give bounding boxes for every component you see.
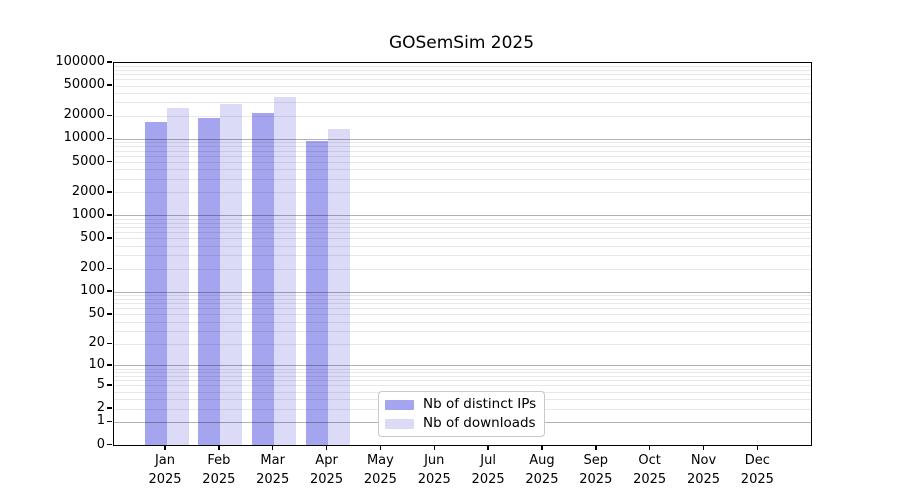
x-tick-label-dec: Dec 2025 <box>740 453 774 487</box>
y-tick-label-1000: 1000 <box>71 206 105 222</box>
y-tick-mark-1000 <box>107 214 112 216</box>
legend: Nb of distinct IPs Nb of downloads <box>378 391 545 437</box>
y-tick-label-20: 20 <box>88 335 105 351</box>
legend-swatch-downloads <box>385 418 414 429</box>
y-tick-mark-50000 <box>107 84 112 86</box>
y-tick-mark-10 <box>107 364 112 366</box>
x-tick-mark-sep <box>595 445 597 450</box>
chart-title: GOSemSim 2025 <box>388 33 535 53</box>
x-tick-label-apr: Apr 2025 <box>310 453 344 487</box>
y-tick-mark-2 <box>107 407 112 409</box>
y-tick-mark-50 <box>107 313 112 315</box>
y-tick-mark-1 <box>107 420 112 423</box>
bar-downloads-mar <box>274 96 297 446</box>
y-tick-label-200: 200 <box>80 260 105 276</box>
bar-distinct-ips-feb <box>198 117 221 446</box>
plot-area <box>113 62 812 446</box>
x-tick-mark-jul <box>487 445 489 450</box>
y-tick-mark-500 <box>107 237 112 239</box>
y-tick-mark-2000 <box>107 191 112 193</box>
legend-label-downloads: Nb of downloads <box>423 415 536 431</box>
bar-distinct-ips-mar <box>252 112 275 446</box>
y-tick-mark-200 <box>107 267 112 270</box>
y-tick-label-100: 100 <box>80 283 105 299</box>
x-tick-mark-aug <box>541 445 543 450</box>
y-tick-label-100000: 100000 <box>55 54 105 69</box>
y-tick-label-20000: 20000 <box>63 107 105 123</box>
x-tick-mark-nov <box>702 445 705 450</box>
x-tick-mark-feb <box>218 445 220 450</box>
x-tick-label-feb: Feb 2025 <box>202 453 236 487</box>
legend-swatch-distinct-ips <box>385 399 414 410</box>
x-tick-label-jan: Jan 2025 <box>148 453 182 487</box>
y-tick-label-50: 50 <box>88 305 105 321</box>
y-tick-label-50000: 50000 <box>63 77 105 93</box>
y-tick-label-0: 0 <box>96 436 105 452</box>
y-tick-mark-100 <box>107 290 112 292</box>
legend-item-distinct-ips: Nb of distinct IPs <box>379 397 544 412</box>
legend-item-downloads: Nb of downloads <box>379 416 544 431</box>
bar-distinct-ips-jan <box>144 121 167 446</box>
x-tick-label-sep: Sep 2025 <box>579 453 613 487</box>
y-tick-label-5000: 5000 <box>71 153 105 169</box>
y-tick-mark-5000 <box>107 160 112 163</box>
x-tick-mark-may <box>379 445 382 450</box>
y-tick-label-2000: 2000 <box>71 183 105 199</box>
y-tick-label-1: 1 <box>96 413 105 429</box>
bar-downloads-jan <box>166 107 189 446</box>
y-tick-mark-10000 <box>107 137 112 140</box>
y-tick-label-2: 2 <box>96 400 105 415</box>
y-tick-label-5: 5 <box>96 376 105 392</box>
x-tick-label-may: May 2025 <box>363 453 397 487</box>
x-tick-label-nov: Nov 2025 <box>686 453 721 487</box>
y-tick-mark-20000 <box>107 114 112 117</box>
y-tick-label-10000: 10000 <box>63 130 105 146</box>
x-tick-label-mar: Mar 2025 <box>256 453 290 487</box>
x-tick-label-aug: Aug 2025 <box>525 453 559 487</box>
x-tick-mark-jun <box>433 445 435 450</box>
bar-downloads-feb <box>220 103 243 446</box>
y-tick-mark-5 <box>107 384 112 386</box>
x-tick-mark-mar <box>271 445 274 450</box>
legend-label-distinct-ips: Nb of distinct IPs <box>423 396 537 412</box>
y-tick-label-10: 10 <box>88 356 105 372</box>
bar-downloads-apr <box>328 129 351 446</box>
x-tick-mark-dec <box>756 445 759 450</box>
x-tick-mark-oct <box>648 445 651 450</box>
x-tick-label-oct: Oct 2025 <box>633 453 667 487</box>
y-tick-label-500: 500 <box>80 229 105 245</box>
x-tick-label-jul: Jul 2025 <box>471 453 505 487</box>
bars-layer <box>114 63 811 446</box>
x-tick-label-jun: Jun 2025 <box>417 453 451 487</box>
y-tick-mark-100000 <box>107 61 112 63</box>
bar-distinct-ips-apr <box>306 140 329 446</box>
x-tick-mark-apr <box>325 445 328 450</box>
y-tick-mark-20 <box>107 342 112 345</box>
x-tick-mark-jan <box>164 445 166 450</box>
y-tick-mark-0 <box>107 443 112 446</box>
